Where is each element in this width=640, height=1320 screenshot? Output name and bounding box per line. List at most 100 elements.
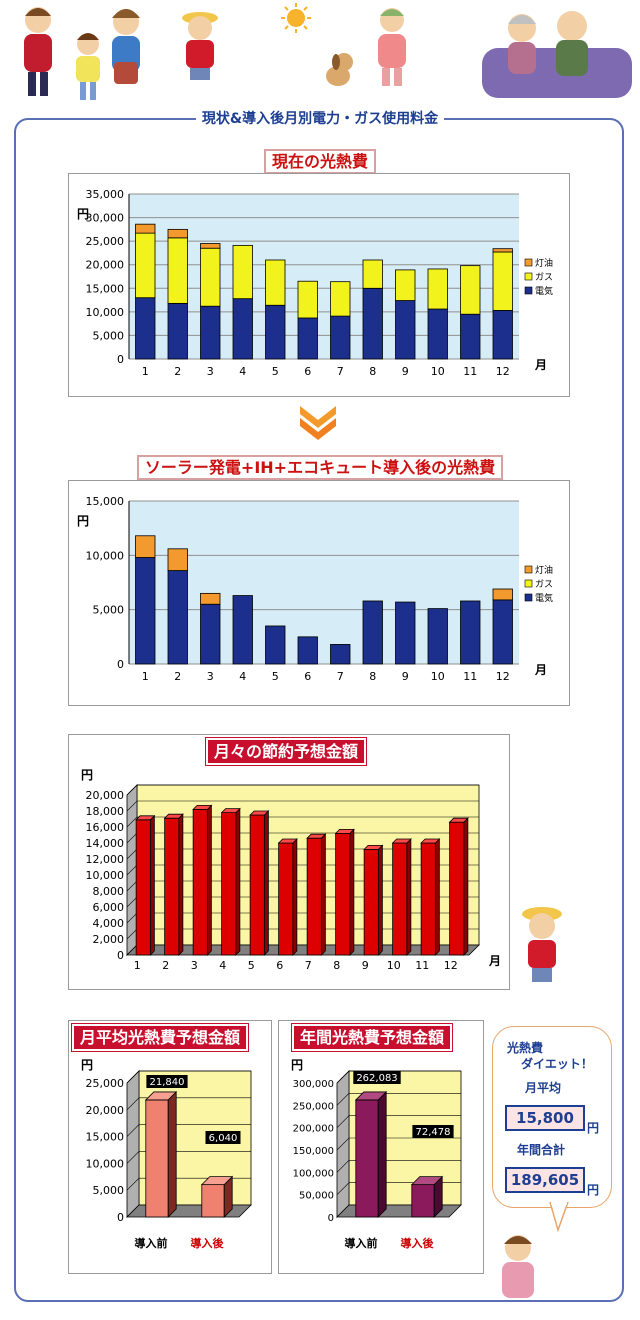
legend-swatch — [524, 272, 533, 281]
bar-top — [448, 817, 469, 823]
x-tick-label: 5 — [272, 365, 279, 378]
bar — [335, 833, 351, 956]
y-tick-label: 300,000 — [293, 1079, 334, 1090]
bar — [192, 809, 208, 956]
legend-swatch — [524, 579, 533, 588]
x-tick-label: 導入前 — [135, 1236, 168, 1250]
bar-side — [263, 810, 269, 956]
bar — [392, 842, 408, 956]
waving-woman-icon — [502, 1235, 534, 1298]
y-tick-label: 20,000 — [86, 259, 125, 272]
y-axis-label: 円 — [81, 768, 93, 782]
y-tick-label: 35,000 — [86, 188, 125, 201]
bar-segment — [362, 600, 383, 665]
after-chart-panel: 15,000 10,000 5,000 0 円 1 2 3 4 5 6 7 8 9 10 11 12 月灯油 ガス電… — [68, 480, 570, 706]
y-axis-label: 円 — [77, 514, 89, 528]
bar — [249, 814, 265, 956]
x-tick-label: 4 — [239, 670, 246, 683]
savings-chart-panel: 20,000 18,000 16,000 14,000 12,000 10,000 8,00… — [68, 734, 510, 990]
bar-top — [363, 845, 384, 850]
bar-segment — [135, 535, 156, 558]
after-chart-title: ソーラー発電+IH+エコキュート導入後の光熱費 — [0, 454, 640, 480]
bar-segment — [200, 592, 221, 605]
x-tick-label: 12 — [444, 959, 458, 972]
y-tick-label: 20,000 — [86, 789, 125, 802]
girl-figure-icon — [378, 8, 406, 86]
y-tick-label: 10,000 — [86, 1157, 125, 1170]
x-tick-label: 10 — [387, 959, 401, 972]
bar-top — [334, 829, 355, 834]
child-figure-icon — [182, 12, 218, 80]
legend-swatch — [524, 286, 533, 295]
x-tick-label: 1 — [142, 670, 149, 683]
bar-top — [277, 838, 298, 844]
bar-segment — [135, 232, 156, 299]
callout-tail — [549, 1202, 569, 1232]
x-tick-label: 2 — [162, 959, 169, 972]
bar-segment — [395, 269, 416, 301]
bar-segment — [167, 237, 188, 304]
legend-swatch — [524, 593, 533, 602]
bar-segment — [200, 603, 221, 665]
bar-segment — [492, 251, 513, 311]
x-tick-label: 4 — [239, 365, 246, 378]
y-tick-label: 5,000 — [93, 329, 125, 342]
data-label: 6,040 — [209, 1133, 238, 1144]
bar-segment — [330, 644, 351, 665]
bar — [164, 817, 180, 956]
y-tick-label: 100,000 — [293, 1168, 334, 1179]
bar-segment — [135, 297, 156, 360]
data-label-bg — [205, 1131, 241, 1144]
x-tick-label: 4 — [219, 959, 226, 972]
current-chart-title: 現在の光熱費 — [0, 148, 640, 174]
bar — [306, 837, 322, 956]
bar-side — [377, 844, 383, 956]
x-tick-label: 6 — [276, 959, 283, 972]
bar-top — [200, 1176, 234, 1186]
y-axis-label: 円 — [291, 1058, 303, 1072]
gridline — [126, 1151, 251, 1164]
gridline — [126, 784, 479, 796]
legend-label: 灯油 — [535, 564, 553, 576]
plot-area — [129, 501, 519, 664]
y-tick-label: 15,000 — [86, 1131, 125, 1144]
grandparents-sofa-icon — [482, 11, 632, 98]
bar — [278, 842, 294, 956]
x-tick-label: 11 — [463, 365, 477, 378]
x-tick-label: 7 — [337, 670, 344, 683]
bar-segment — [330, 281, 351, 317]
bar-top — [220, 808, 241, 813]
x-tick-label: 9 — [402, 365, 409, 378]
data-label-bg — [146, 1075, 188, 1088]
x-tick-label: 11 — [415, 959, 429, 972]
annual-label: 年間合計 — [517, 1143, 566, 1157]
bar-side — [406, 838, 412, 956]
legend-label: 電気 — [535, 285, 553, 297]
legend-label: 灯油 — [535, 257, 553, 269]
y-tick-label: 25,000 — [86, 235, 125, 248]
diet-callout: 光熱費 ダイエット！ 月平均 15,800 円 年間合計 189,605 円 — [492, 1026, 612, 1208]
bar-side — [377, 1090, 387, 1218]
header-illustration — [24, 3, 632, 100]
x-tick-label: 12 — [496, 670, 510, 683]
x-tick-label: 6 — [304, 365, 311, 378]
gridline — [336, 1115, 461, 1128]
bar-segment — [135, 223, 156, 234]
bar-segment — [460, 265, 481, 315]
savings-chart: 20,00018,00016,00014,00012,00010,0008,00… — [81, 768, 501, 972]
y-tick-label: 50,000 — [299, 1191, 334, 1202]
y-tick-label: 2,000 — [93, 933, 125, 946]
bar-top — [249, 810, 270, 816]
annual-chart: 300,000 250,000 200,000 150,000 100,000 50,00… — [291, 1058, 462, 1250]
annual-value: 189,605 — [505, 1167, 585, 1193]
bar-side — [206, 804, 212, 956]
x-tick-label: 12 — [496, 365, 510, 378]
bar-segment — [167, 228, 188, 239]
plot-area — [129, 194, 519, 359]
y-tick-label: 5,000 — [93, 1184, 125, 1197]
data-label: 72,478 — [416, 1127, 451, 1138]
bar-segment — [135, 557, 156, 665]
bar-segment — [395, 300, 416, 360]
x-tick-label: 9 — [362, 959, 369, 972]
